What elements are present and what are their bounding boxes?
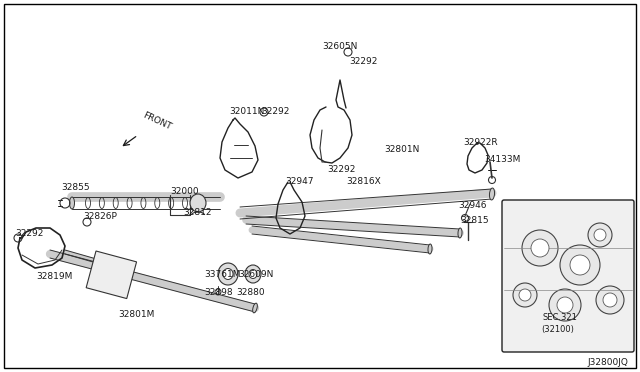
Text: 32880: 32880 — [236, 288, 264, 297]
Text: 32947: 32947 — [285, 177, 314, 186]
Text: 32815: 32815 — [460, 216, 488, 225]
Circle shape — [531, 239, 549, 257]
Text: 32826P: 32826P — [83, 212, 117, 221]
Ellipse shape — [490, 188, 495, 200]
Ellipse shape — [245, 265, 261, 283]
Ellipse shape — [223, 269, 233, 279]
Circle shape — [560, 245, 600, 285]
Text: SEC.321: SEC.321 — [543, 313, 577, 322]
Circle shape — [570, 255, 590, 275]
Text: 32609N: 32609N — [238, 270, 273, 279]
Text: (32100): (32100) — [541, 325, 575, 334]
Text: 32898: 32898 — [204, 288, 232, 297]
Text: 32812: 32812 — [183, 208, 211, 217]
Circle shape — [603, 293, 617, 307]
Text: 32292: 32292 — [15, 229, 44, 238]
Text: 32801N: 32801N — [384, 145, 419, 154]
Ellipse shape — [249, 269, 257, 279]
Circle shape — [549, 289, 581, 321]
Text: 32946: 32946 — [458, 201, 486, 210]
Text: 32855: 32855 — [61, 183, 90, 192]
Text: 32011N: 32011N — [229, 107, 264, 116]
Circle shape — [557, 297, 573, 313]
Text: 33761M: 33761M — [204, 270, 241, 279]
Circle shape — [596, 286, 624, 314]
Text: 32000: 32000 — [170, 187, 198, 196]
Text: 32922R: 32922R — [463, 138, 498, 147]
Text: 32292: 32292 — [261, 107, 289, 116]
Text: J32800JQ: J32800JQ — [587, 358, 628, 367]
Ellipse shape — [218, 263, 238, 285]
Circle shape — [588, 223, 612, 247]
Text: FRONT: FRONT — [141, 111, 172, 132]
Ellipse shape — [70, 197, 74, 209]
Text: 32819M: 32819M — [36, 272, 72, 281]
Circle shape — [519, 289, 531, 301]
Text: 32292: 32292 — [327, 165, 355, 174]
Ellipse shape — [428, 244, 432, 254]
Circle shape — [594, 229, 606, 241]
Text: 32816X: 32816X — [346, 177, 381, 186]
Ellipse shape — [190, 194, 206, 212]
Circle shape — [513, 283, 537, 307]
FancyBboxPatch shape — [502, 200, 634, 352]
Circle shape — [522, 230, 558, 266]
Text: 32801M: 32801M — [118, 310, 154, 319]
Ellipse shape — [253, 303, 257, 313]
Text: 32605N: 32605N — [322, 42, 357, 51]
Ellipse shape — [458, 228, 462, 238]
Bar — [86, 251, 136, 299]
Text: 34133M: 34133M — [484, 155, 520, 164]
Text: 32292: 32292 — [349, 57, 378, 66]
